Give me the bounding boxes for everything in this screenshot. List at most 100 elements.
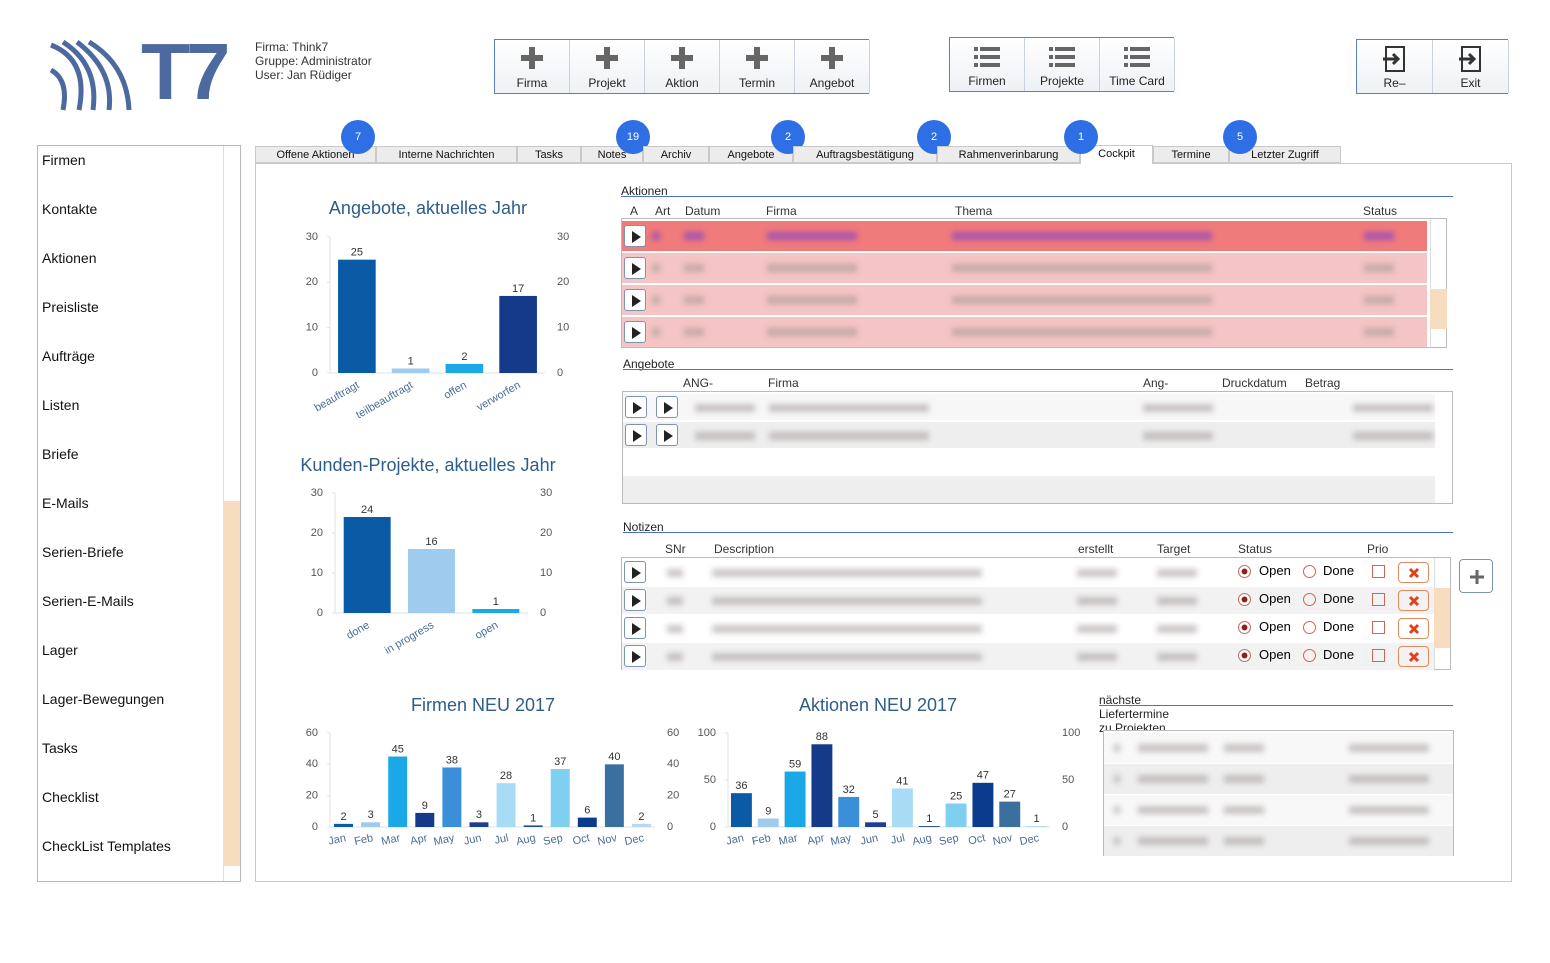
tab[interactable]: Cockpit: [1080, 145, 1153, 164]
play-button[interactable]: [656, 396, 678, 418]
blurred-text: [1157, 569, 1197, 577]
checkbox[interactable]: [1372, 565, 1385, 578]
play-button[interactable]: [624, 225, 646, 247]
radio[interactable]: [1303, 565, 1316, 578]
tab[interactable]: Angebote: [709, 146, 793, 163]
table-row: [1104, 826, 1453, 856]
sidebar-item[interactable]: Serien-Briefe: [42, 544, 124, 560]
section-title: nächste Liefertermine zu Projekten: [1099, 693, 1170, 735]
toolbar-button[interactable]: Firmen: [950, 38, 1025, 91]
icon-part: [980, 47, 1000, 51]
toolbar-button[interactable]: Re–: [1357, 40, 1433, 93]
y2-tick-label: 40: [667, 758, 679, 770]
y-tick-label: 20: [306, 790, 318, 802]
delete-button[interactable]: [1398, 618, 1429, 639]
sidebar-item[interactable]: Lager: [42, 642, 78, 658]
radio[interactable]: [1238, 565, 1251, 578]
button-label: Time Card: [1109, 74, 1165, 88]
sidebar-item[interactable]: Checklist: [42, 789, 99, 805]
tab-badge: 7: [341, 120, 375, 154]
play-button[interactable]: [625, 396, 647, 418]
icon-part: [746, 55, 768, 61]
value-label: 41: [896, 775, 908, 787]
tab[interactable]: Tasks: [517, 146, 581, 163]
delete-button[interactable]: [1398, 646, 1429, 667]
toolbar-button[interactable]: Termin: [720, 40, 795, 93]
sidebar-item[interactable]: Preisliste: [42, 299, 99, 315]
radio[interactable]: [1238, 649, 1251, 662]
sidebar-item[interactable]: Lager-Bewegungen: [42, 691, 165, 707]
icon-part: [1049, 55, 1053, 59]
toolbar-button[interactable]: Firma: [495, 40, 570, 93]
sidebar-item[interactable]: Serien-E-Mails: [42, 593, 134, 609]
add-button[interactable]: [1459, 559, 1493, 593]
play-button[interactable]: [624, 645, 646, 667]
play-button[interactable]: [624, 257, 646, 279]
radio[interactable]: [1238, 593, 1251, 606]
checkbox[interactable]: [1372, 621, 1385, 634]
radio[interactable]: [1303, 593, 1316, 606]
sidebar-item[interactable]: Aufträge: [42, 348, 95, 364]
delete-button[interactable]: [1398, 590, 1429, 611]
table-row: [622, 253, 1427, 283]
bar: [999, 801, 1021, 827]
icon-part: [596, 55, 618, 61]
radio-label: Open: [1259, 591, 1291, 606]
tab[interactable]: Rahmenverinbarung: [937, 146, 1080, 163]
bar: [730, 793, 752, 827]
delete-button[interactable]: [1398, 562, 1429, 583]
radio[interactable]: [1303, 649, 1316, 662]
y2-tick-label: 30: [540, 487, 552, 499]
toolbar-button[interactable]: Time Card: [1100, 38, 1175, 91]
tab[interactable]: Letzter Zugriff: [1229, 146, 1341, 163]
table-row: [622, 317, 1427, 347]
blurred-text: [1224, 837, 1264, 845]
sidebar-item[interactable]: Firmen: [42, 152, 86, 168]
sidebar-item[interactable]: Kontakte: [42, 201, 98, 217]
value-label: 9: [765, 805, 771, 817]
play-button[interactable]: [656, 424, 678, 446]
tab[interactable]: Auftragsbestätigung: [793, 146, 937, 163]
sidebar-item[interactable]: CheckList Templates: [42, 838, 171, 854]
radio-label: Done: [1323, 647, 1355, 662]
radio[interactable]: [1303, 621, 1316, 634]
toolbar-button[interactable]: Aktion: [645, 40, 720, 93]
tab[interactable]: Termine: [1153, 146, 1229, 163]
tab[interactable]: Offene Aktionen: [255, 146, 376, 163]
section-title: Notizen: [623, 520, 664, 534]
play-button[interactable]: [624, 589, 646, 611]
x-tick-label: Mar: [380, 832, 401, 848]
y-tick-label: 40: [306, 758, 318, 770]
toolbar-button[interactable]: Projekte: [1025, 38, 1100, 91]
sidebar-item[interactable]: Briefe: [42, 446, 79, 462]
sidebar-item[interactable]: Tasks: [42, 740, 78, 756]
play-button[interactable]: [625, 424, 647, 446]
radio[interactable]: [1238, 621, 1251, 634]
play-button[interactable]: [624, 561, 646, 583]
play-button[interactable]: [624, 289, 646, 311]
bar: [604, 764, 624, 827]
play-button[interactable]: [624, 321, 646, 343]
checkbox[interactable]: [1372, 649, 1385, 662]
tab[interactable]: Archiv: [643, 146, 709, 163]
chart-title: Kunden-Projekte, aktuelles Jahr: [300, 455, 555, 475]
toolbar-button[interactable]: Exit: [1433, 40, 1509, 93]
sidebar-item[interactable]: Listen: [42, 397, 80, 413]
blurred-text: [652, 264, 660, 272]
x-tick-label: Nov: [596, 832, 618, 848]
icon-part: [671, 55, 693, 61]
play-button[interactable]: [624, 617, 646, 639]
y2-tick-label: 0: [667, 821, 673, 833]
bar: [865, 822, 887, 827]
column-header: Datum: [685, 204, 721, 218]
sidebar-item[interactable]: Aktionen: [42, 250, 97, 266]
toolbar-button[interactable]: Projekt: [570, 40, 645, 93]
x-tick-label: Aug: [515, 832, 537, 848]
blurred-text: [1077, 569, 1117, 577]
toolbar-button[interactable]: Angebot: [795, 40, 870, 93]
value-label: 1: [926, 813, 932, 825]
x-tick-label: Jun: [463, 832, 483, 847]
checkbox[interactable]: [1372, 593, 1385, 606]
sidebar-item[interactable]: E-Mails: [42, 495, 89, 511]
tab[interactable]: Interne Nachrichten: [376, 146, 517, 163]
